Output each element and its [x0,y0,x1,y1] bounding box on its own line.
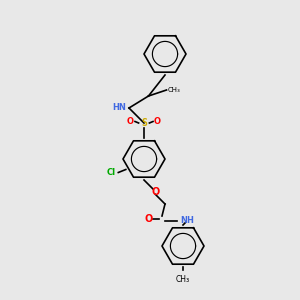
Text: CH₃: CH₃ [168,87,181,93]
Text: CH₃: CH₃ [176,274,190,284]
Text: O: O [127,117,134,126]
Text: Cl: Cl [106,168,116,177]
Text: NH: NH [180,216,194,225]
Text: O: O [152,187,160,197]
Text: O: O [154,117,161,126]
Text: S: S [141,118,147,128]
Text: O: O [144,214,153,224]
Text: HN: HN [112,103,126,112]
